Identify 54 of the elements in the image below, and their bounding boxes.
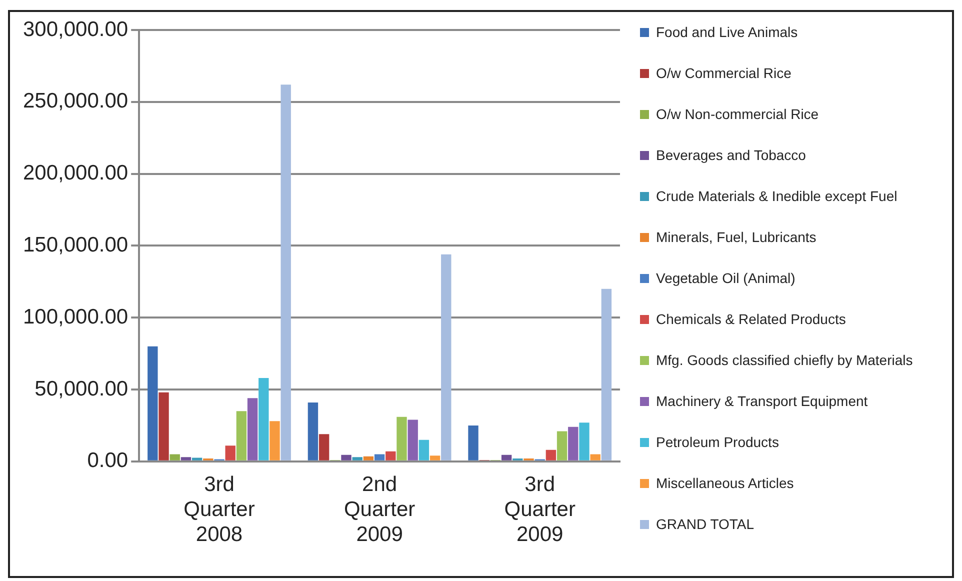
y-tick-label: 150,000.00 — [22, 233, 128, 256]
legend-label: Miscellaneous Articles — [656, 475, 794, 491]
legend-label: Minerals, Fuel, Lubricants — [656, 229, 816, 245]
legend-label: O/w Commercial Rice — [656, 65, 792, 81]
legend-label: O/w Non-commercial Rice — [656, 106, 819, 122]
bar — [270, 421, 280, 460]
legend-label: Mfg. Goods classified chiefly by Materials — [656, 352, 913, 368]
bar — [501, 454, 512, 460]
y-tick-label: 100,000.00 — [22, 305, 128, 328]
bar — [468, 425, 478, 460]
bar — [318, 434, 330, 460]
bar — [374, 454, 385, 460]
legend-label: GRAND TOTAL — [656, 516, 754, 532]
x-tick-label: 2nd Quarter 2009 — [344, 472, 416, 546]
bar — [363, 456, 374, 460]
y-tick-label: 200,000.00 — [22, 162, 128, 185]
x-tick-label: 3rd Quarter 2009 — [504, 472, 576, 546]
bar — [418, 440, 430, 460]
bar — [441, 254, 452, 460]
bar — [556, 431, 568, 460]
bar — [308, 402, 318, 460]
bar — [247, 398, 258, 460]
legend-label: Petroleum Products — [656, 434, 779, 450]
bar — [280, 84, 291, 460]
legend-label: Chemicals & Related Products — [656, 311, 846, 327]
legend-label: Vegetable Oil (Animal) — [656, 270, 796, 286]
bar — [386, 451, 396, 460]
bar — [579, 422, 590, 460]
bar — [225, 446, 236, 460]
bar — [192, 458, 202, 460]
bar — [236, 411, 247, 460]
x-tick-label: 3rd Quarter 2008 — [184, 472, 255, 546]
bar — [341, 454, 352, 460]
legend-label: Crude Materials & Inedible except Fuel — [656, 188, 898, 204]
bar — [396, 416, 407, 460]
legend-label: Beverages and Tobacco — [656, 147, 806, 163]
y-tick-label: 300,000.00 — [22, 18, 128, 41]
bar — [148, 346, 158, 460]
bar — [170, 454, 180, 460]
y-tick-label: 50,000.00 — [34, 377, 128, 400]
bar — [158, 392, 169, 460]
bar — [601, 288, 612, 460]
bar — [258, 378, 269, 460]
bar — [180, 457, 192, 460]
legend-label: Food and Live Animals — [656, 24, 798, 40]
bar — [352, 457, 362, 460]
y-tick-label: 250,000.00 — [22, 90, 128, 113]
legend-label: Machinery & Transport Equipment — [656, 393, 868, 409]
bar — [590, 454, 600, 460]
bar — [568, 426, 578, 460]
bar — [546, 450, 556, 460]
bar — [408, 420, 418, 460]
bar — [430, 456, 440, 460]
y-tick-label: 0.00 — [87, 449, 128, 472]
